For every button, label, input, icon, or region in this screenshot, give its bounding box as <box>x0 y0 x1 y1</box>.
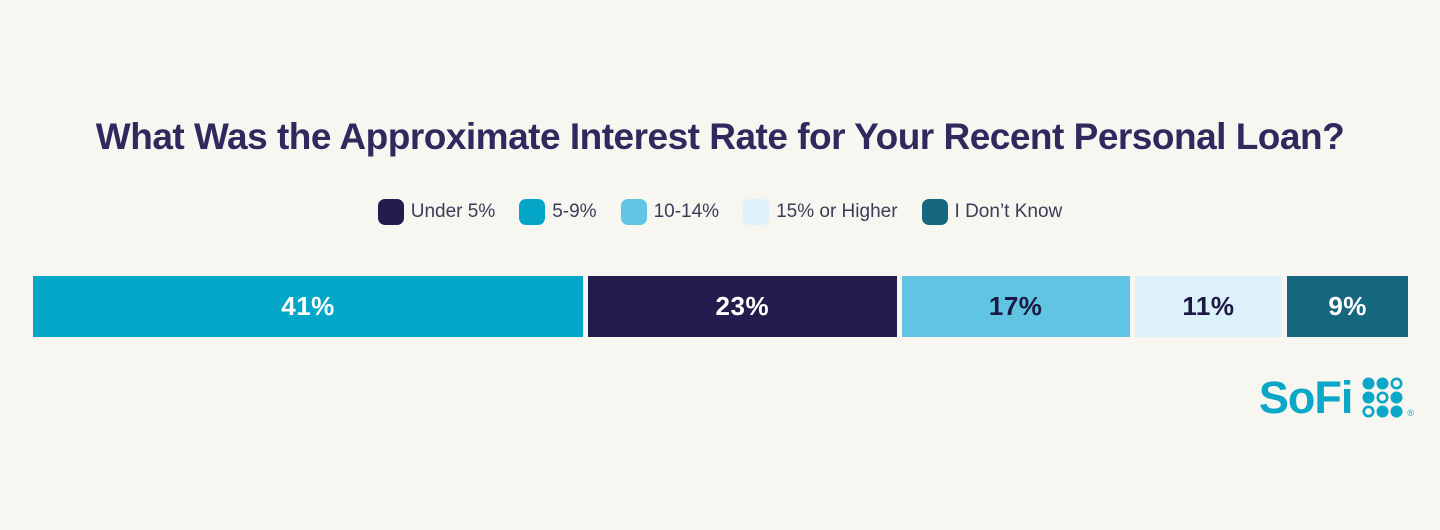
legend-item: 5-9% <box>519 199 597 225</box>
bar-segment-5-9-: 41% <box>33 276 584 337</box>
legend-swatch <box>519 199 546 225</box>
legend-label: 5-9% <box>552 201 597 222</box>
bar-segment-value-label: 11% <box>1182 291 1235 321</box>
legend-item: 15% or Higher <box>743 199 898 225</box>
bar-segment-15-or-higher: 11% <box>1134 276 1283 337</box>
sofi-dots-icon <box>1362 377 1403 418</box>
bar-segment-value-label: 9% <box>1328 291 1367 321</box>
legend-item: Under 5% <box>377 199 496 225</box>
bar-segment-value-label: 41% <box>281 291 335 321</box>
chart-title: What Was the Approximate Interest Rate f… <box>95 116 1345 157</box>
legend-swatch <box>377 199 404 225</box>
registered-trademark-icon: ® <box>1407 408 1414 418</box>
bar-segment-value-label: 17% <box>988 291 1043 321</box>
bar-segment-value-label: 23% <box>715 291 770 321</box>
sofi-logo-text: SoFi <box>1258 372 1353 423</box>
stacked-bar: 41% 23% 17% 11% 9% <box>33 276 1408 337</box>
legend-label: Under 5% <box>410 201 496 222</box>
bar-segment-under-5-: 23% <box>588 276 897 337</box>
legend-label: 10-14% <box>653 201 720 222</box>
bar-segment-i-don-t-know: 9% <box>1287 276 1408 337</box>
legend-swatch <box>620 199 647 225</box>
legend-label: I Don’t Know <box>954 201 1063 222</box>
legend-swatch <box>921 199 948 225</box>
bar-segment-10-14-: 17% <box>901 276 1130 337</box>
legend: Under 5% 5-9% 10-14% 15% or Higher I Don’t K… <box>0 199 1440 225</box>
legend-label: 15% or Higher <box>776 201 898 222</box>
legend-swatch <box>743 199 770 225</box>
legend-item: I Don’t Know <box>921 199 1063 225</box>
legend-item: 10-14% <box>620 199 720 225</box>
sofi-logo: SoFi ® <box>1259 375 1414 420</box>
